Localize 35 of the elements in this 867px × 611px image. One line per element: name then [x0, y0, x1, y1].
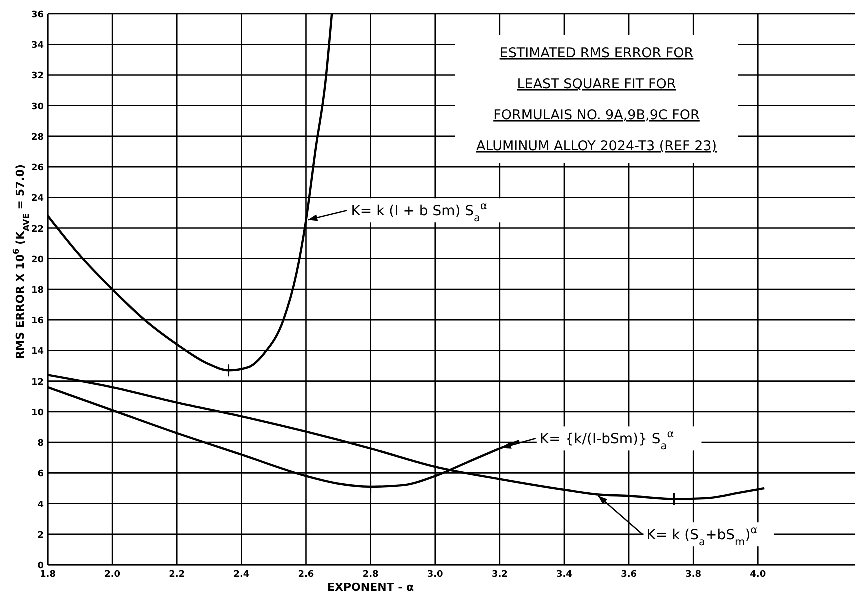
y-tick-label: 4 — [38, 500, 44, 510]
y-tick-label: 0 — [38, 562, 44, 572]
text: ESTIMATED RMS ERROR FOR LEAST SQUARE FIT FOR FORMULAIS NO. 9A,9B,9C FOR ALUMINUM ALLOY 2024-T3 (REF 23) — [476, 45, 718, 154]
y-tick-label: 10 — [31, 408, 44, 418]
x-axis-title: EXPONENT - α — [327, 581, 415, 594]
y-tick-label: 8 — [38, 439, 44, 450]
x-tick-label: 3.0 — [427, 570, 444, 580]
y-tick-label: 16 — [31, 316, 44, 327]
y-tick-label: 30 — [31, 102, 44, 112]
x-tick-label: 2.0 — [104, 570, 121, 580]
x-tick-label: 2.8 — [362, 570, 379, 580]
x-tick-label: 2.6 — [298, 570, 314, 580]
y-tick-label: 20 — [31, 255, 44, 266]
y-tick-label: 28 — [31, 132, 44, 143]
y-tick-label: 34 — [31, 41, 44, 52]
y-tick-label: 2 — [38, 530, 44, 541]
y-tick-label: 32 — [31, 72, 44, 82]
x-tick-label: 2.2 — [169, 570, 186, 580]
series-label: K= k (S$_{a}$+bS$_{m}$)$^{α}$ — [646, 524, 758, 549]
x-tick-label: 2.4 — [234, 570, 250, 580]
x-tick-label: 3.6 — [621, 570, 638, 580]
x-tick-label: 3.2 — [492, 570, 508, 580]
y-tick-label: 22 — [31, 224, 44, 235]
y-tick-label: 18 — [31, 286, 44, 296]
point — [669, 492, 679, 506]
y-tick-label: 6 — [38, 470, 44, 480]
y-tick-label: 24 — [31, 194, 44, 204]
y-tick-label: 14 — [31, 347, 44, 358]
x-tick-label: 3.8 — [686, 570, 702, 580]
x-tick-label: 1.8 — [40, 570, 56, 580]
y-tick-label: 36 — [31, 10, 44, 20]
y-tick-label: 12 — [31, 378, 44, 388]
x-tick-label: 3.4 — [556, 570, 572, 580]
x-tick-label: 4.0 — [750, 570, 766, 580]
y-tick-label: 26 — [31, 164, 44, 174]
